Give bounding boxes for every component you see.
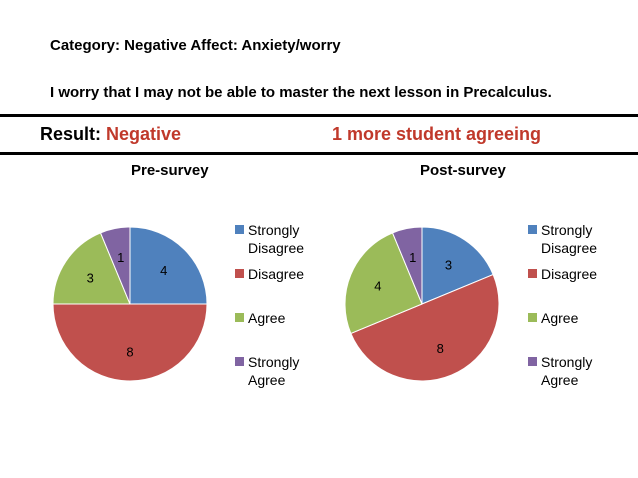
legend-label: Strongly Disagree (541, 222, 598, 256)
legend-swatch (528, 269, 537, 278)
agree-note: 1 more student agreeing (332, 124, 542, 144)
legend-label: Disagree (541, 266, 598, 282)
pie-slice-disagree (350, 273, 500, 382)
slice-value-label: 8 (437, 341, 444, 356)
survey-question: I worry that I may not be able to master… (50, 84, 552, 101)
legend-swatch (235, 357, 244, 366)
legend-item: Strongly Agree (235, 353, 318, 389)
legend-label: Strongly Agree (248, 354, 300, 388)
pie-svg: 3 8 4 1 (344, 226, 500, 382)
pre-survey-chart: Pre-survey 4 8 3 1 Strongly Disagree Disagre… (0, 160, 304, 400)
legend-label: Strongly Agree (541, 354, 593, 388)
legend-label: Agree (541, 310, 579, 326)
legend-swatch (235, 225, 244, 234)
bottom-divider (0, 152, 638, 155)
legend-item: Agree (235, 309, 318, 327)
legend-swatch (528, 313, 537, 322)
pie-slice-disagree (52, 303, 208, 382)
pie-slice-strongly-disagree (421, 226, 494, 305)
slice-value-label: 4 (160, 263, 167, 278)
legend-label: Disagree (248, 266, 305, 282)
legend-swatch (528, 357, 537, 366)
pie-slice-agree (52, 232, 131, 305)
legend-swatch (235, 313, 244, 322)
legend-item: Agree (528, 309, 611, 327)
legend-label: Strongly Disagree (248, 222, 305, 256)
result-label: Result: (40, 124, 107, 144)
top-divider (0, 114, 638, 117)
legend-swatch (235, 269, 244, 278)
legend-item: Strongly Agree (528, 353, 611, 389)
pie-svg: 4 8 3 1 (52, 226, 208, 382)
pie-slice-strongly-disagree (129, 226, 208, 305)
legend-item: Strongly Disagree (235, 221, 318, 257)
legend-item: Disagree (528, 265, 611, 283)
legend-label: Agree (248, 310, 286, 326)
slice-value-label: 4 (374, 279, 381, 294)
pie-slice-strongly-agree (99, 226, 131, 305)
legend-item: Disagree (235, 265, 318, 283)
result-value: Negative (106, 124, 182, 144)
post-survey-chart: Post-survey 3 8 4 1 Strongly Disagree Disagr… (295, 160, 597, 400)
category-heading: Category: Negative Affect: Anxiety/worry (50, 37, 341, 54)
result-line: Result: Negative (40, 124, 181, 145)
legend-item: Strongly Disagree (528, 221, 611, 257)
slice-value-label: 3 (87, 271, 94, 286)
slice-value-label: 1 (117, 250, 124, 265)
chart-title: Pre-survey (131, 162, 209, 179)
legend-swatch (528, 225, 537, 234)
pie-slice-strongly-agree (391, 226, 423, 305)
slice-value-label: 3 (445, 257, 452, 272)
slice-value-label: 1 (409, 250, 416, 265)
slice-value-label: 8 (126, 345, 133, 360)
chart-title: Post-survey (420, 162, 506, 179)
